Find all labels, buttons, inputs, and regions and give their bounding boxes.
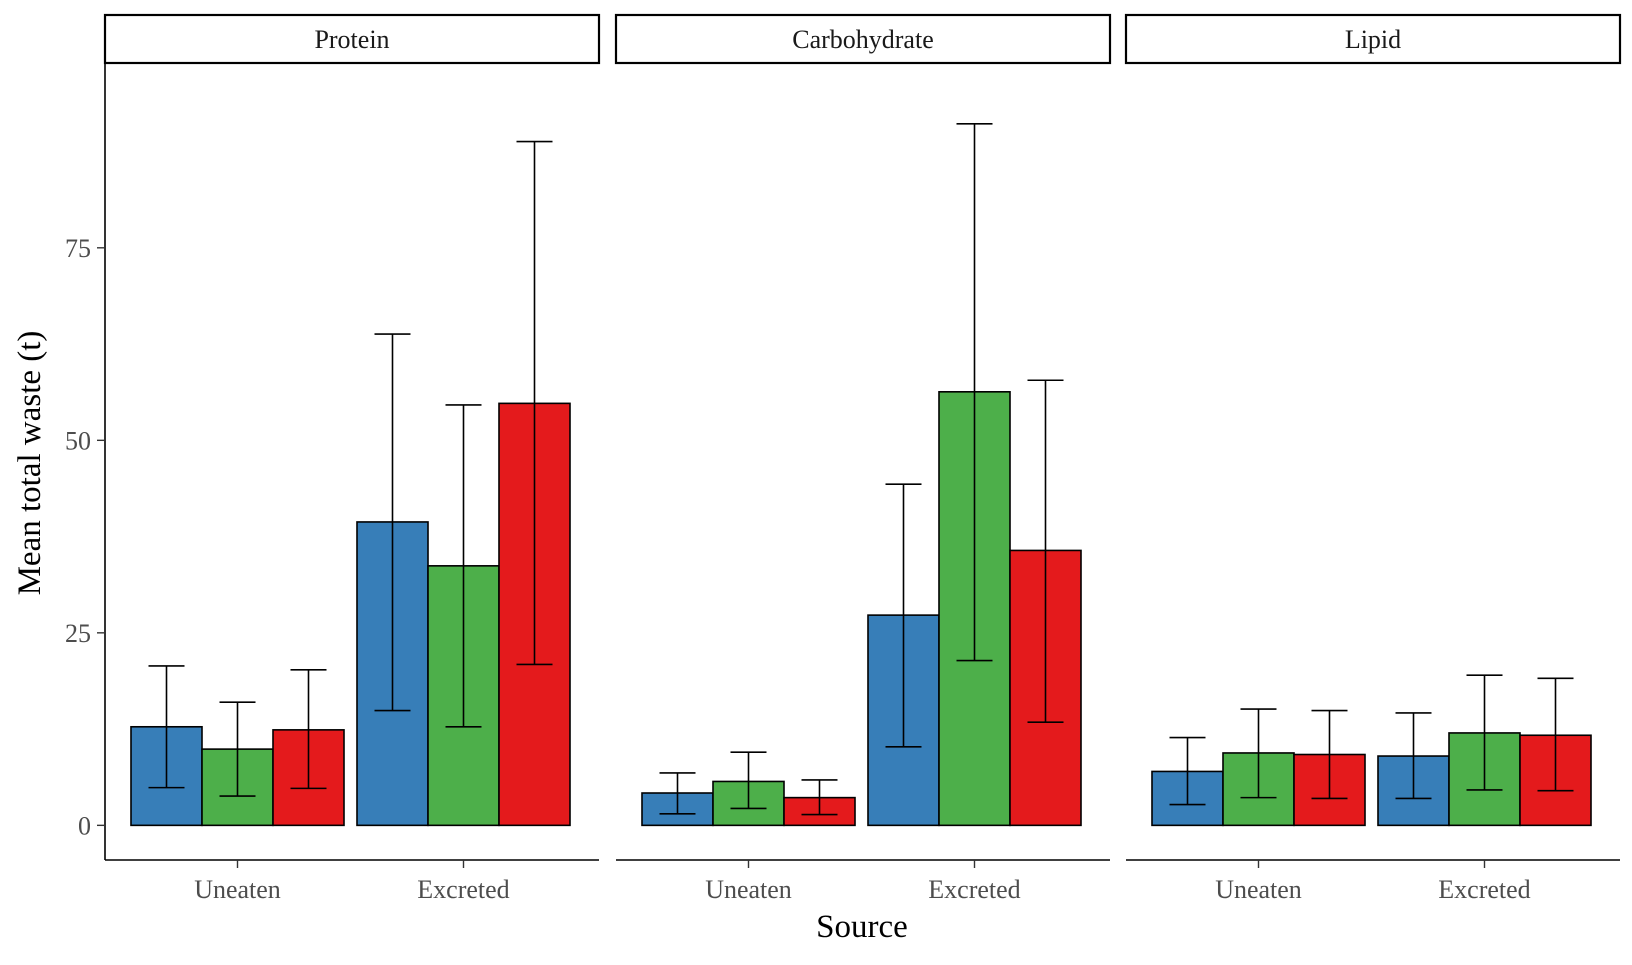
x-tick-label: Uneaten — [1215, 875, 1302, 904]
facet-strip-label: Protein — [314, 25, 389, 54]
facet-strip — [103, 13, 601, 65]
x-axis-title: Source — [816, 909, 908, 945]
facet-strip-label: Lipid — [1345, 25, 1401, 54]
y-tick-label: 0 — [78, 811, 91, 840]
facet-panel-protein: Protein Uneaten Excreted — [103, 13, 601, 904]
x-tick-label: Uneaten — [194, 875, 281, 904]
y-axis-title: Mean total waste (t) — [12, 331, 48, 596]
y-tick-label: 50 — [65, 426, 91, 455]
y-tick-label: 75 — [65, 234, 91, 263]
facet-strip — [1124, 13, 1622, 65]
x-tick-label: Uneaten — [705, 875, 792, 904]
x-tick-label: Excreted — [417, 875, 509, 904]
facet-panel-carbohydrate: Carbohydrate Uneaten Excreted — [614, 13, 1112, 904]
x-tick-label: Excreted — [928, 875, 1020, 904]
facet-strip-label: Carbohydrate — [792, 25, 934, 54]
x-tick-label: Excreted — [1438, 875, 1530, 904]
facet-strip — [614, 13, 1112, 65]
facet-panel-lipid: Lipid Uneaten Excreted — [1124, 13, 1622, 904]
y-tick-label: 25 — [65, 619, 91, 648]
